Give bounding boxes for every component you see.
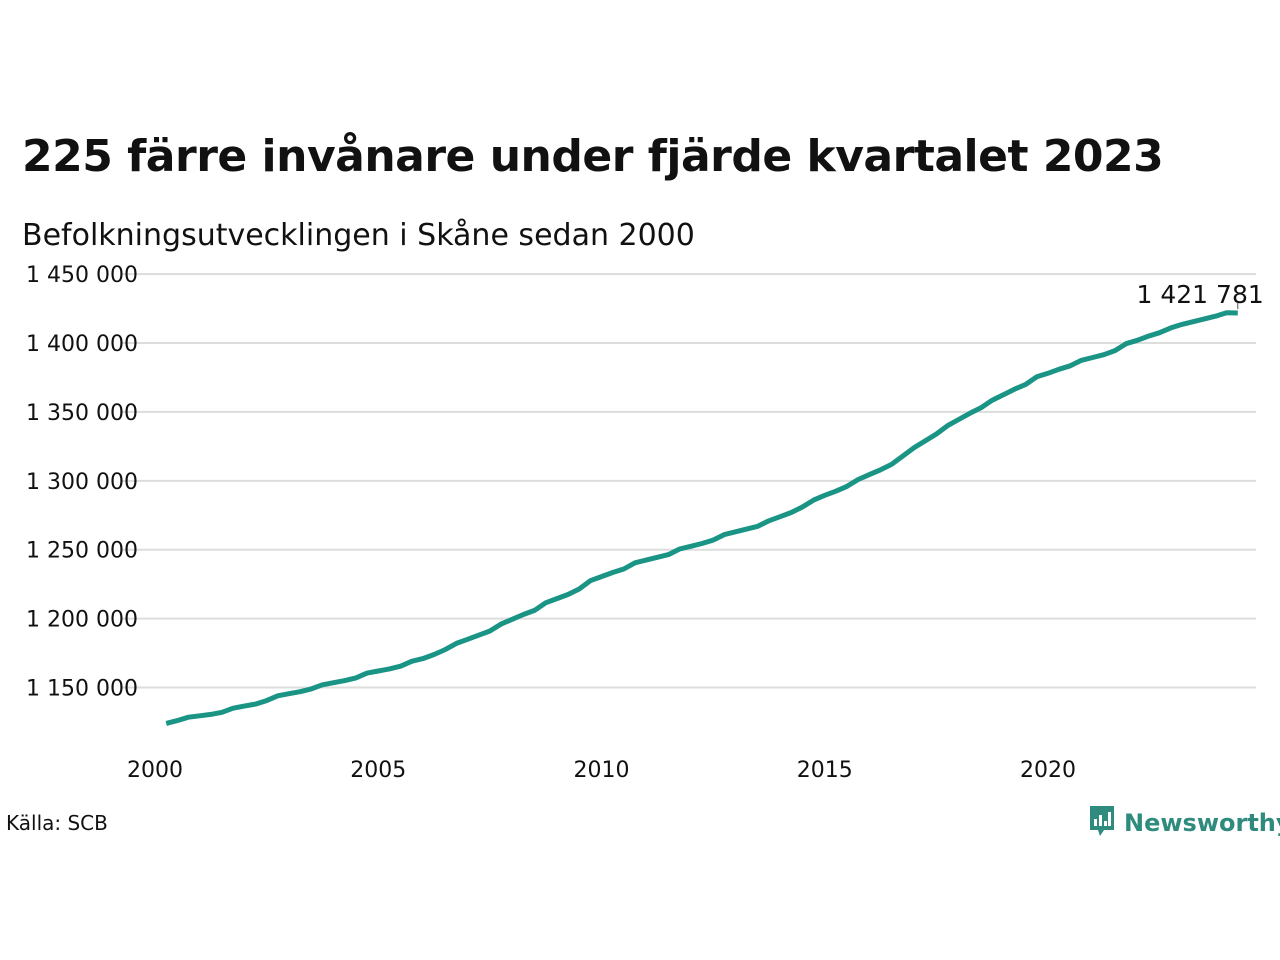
y-tick-label: 1 300 000: [26, 470, 138, 495]
x-axis: 2000 2005 2010 2015 2020: [127, 758, 1076, 783]
y-tick-label: 1 250 000: [26, 539, 138, 564]
y-tick-label: 1 200 000: [26, 608, 138, 633]
chart-title: 225 färre invånare under fjärde kvartale…: [22, 131, 1164, 182]
y-tick-label: 1 450 000: [26, 263, 138, 288]
x-tick-label: 2015: [797, 758, 853, 783]
chart-subtitle: Befolkningsutvecklingen i Skåne sedan 20…: [22, 218, 695, 253]
brand-logo[interactable]: Newsworthy: [1088, 804, 1280, 842]
newsworthy-logo-icon: [1088, 804, 1116, 842]
y-tick-label: 1 150 000: [26, 677, 138, 702]
population-line: [165, 310, 1238, 726]
y-tick-label: 1 350 000: [26, 401, 138, 426]
y-tick-label: 1 400 000: [26, 332, 138, 357]
gridlines: [122, 273, 1256, 689]
x-tick-label: 2010: [574, 758, 630, 783]
end-value-label: 1 421 781: [1137, 280, 1264, 309]
brand-name: Newsworthy: [1124, 809, 1280, 837]
series-layer: [165, 310, 1238, 726]
x-tick-label: 2000: [127, 758, 183, 783]
y-axis: 1 150 000 1 200 000 1 250 000 1 300 000 1 35…: [26, 263, 138, 701]
x-tick-label: 2020: [1020, 758, 1076, 783]
x-tick-label: 2005: [350, 758, 406, 783]
annotation-layer: 1 421 781: [1137, 280, 1264, 310]
source-note: Källa: SCB: [6, 811, 108, 835]
